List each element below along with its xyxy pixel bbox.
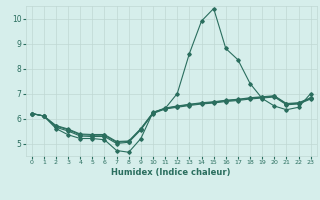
X-axis label: Humidex (Indice chaleur): Humidex (Indice chaleur) bbox=[111, 168, 231, 177]
